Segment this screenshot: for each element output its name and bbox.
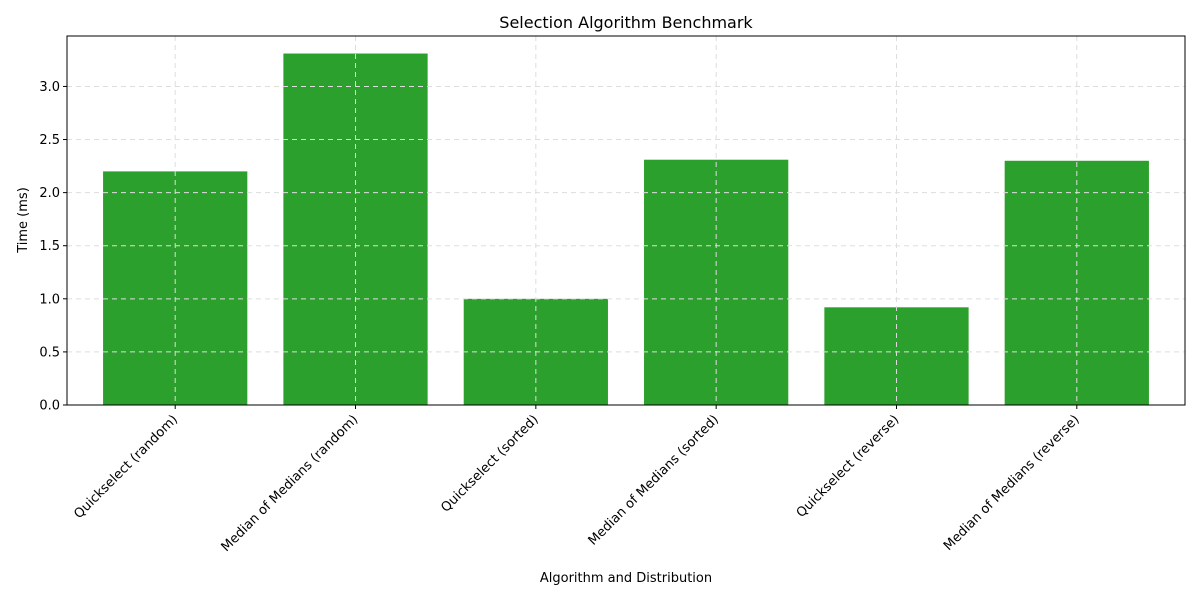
y-tick-label: 3.0 xyxy=(39,80,60,95)
chart-title: Selection Algorithm Benchmark xyxy=(499,13,753,32)
y-tick-label: 1.5 xyxy=(39,239,60,254)
y-axis-label: Time (ms) xyxy=(16,187,31,254)
y-tick-label: 2.0 xyxy=(39,186,60,201)
x-tick-label: Quickselect (random) xyxy=(71,412,181,522)
y-tick-label: 0.5 xyxy=(39,345,60,360)
y-tick-label: 2.5 xyxy=(39,133,60,148)
x-tick-label: Quickselect (reverse) xyxy=(794,412,903,521)
y-tick-label: 1.0 xyxy=(39,292,60,307)
x-tick-label: Median of Medians (random) xyxy=(219,412,362,555)
x-tick-label: Median of Medians (sorted) xyxy=(586,412,722,548)
x-tick-label: Quickselect (sorted) xyxy=(438,412,541,515)
plot-frame xyxy=(66,35,1186,406)
x-tick-label: Median of Medians (reverse) xyxy=(941,412,1083,554)
y-tick-label: 0.0 xyxy=(39,399,60,414)
x-axis-label: Algorithm and Distribution xyxy=(540,571,712,586)
